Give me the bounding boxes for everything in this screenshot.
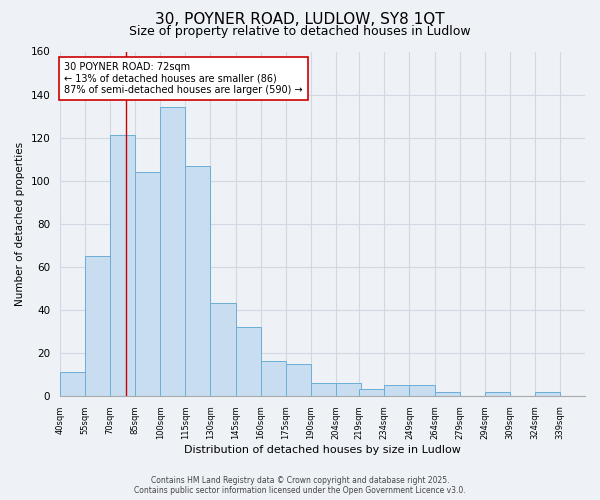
Bar [185,166,211,396]
Bar [286,364,311,396]
Bar [535,392,560,396]
Bar [236,327,260,396]
Text: 30 POYNER ROAD: 72sqm
← 13% of detached houses are smaller (86)
87% of semi-deta: 30 POYNER ROAD: 72sqm ← 13% of detached … [64,62,303,96]
Bar [434,392,460,396]
X-axis label: Distribution of detached houses by size in Ludlow: Distribution of detached houses by size … [184,445,461,455]
Bar [60,372,85,396]
Bar [336,383,361,396]
Text: 30, POYNER ROAD, LUDLOW, SY8 1QT: 30, POYNER ROAD, LUDLOW, SY8 1QT [155,12,445,28]
Bar [311,383,336,396]
Bar [110,136,135,396]
Text: Contains HM Land Registry data © Crown copyright and database right 2025.
Contai: Contains HM Land Registry data © Crown c… [134,476,466,495]
Bar [385,385,409,396]
Bar [160,108,185,396]
Y-axis label: Number of detached properties: Number of detached properties [15,142,25,306]
Bar [359,390,385,396]
Bar [260,362,286,396]
Bar [211,304,236,396]
Bar [485,392,510,396]
Bar [85,256,110,396]
Bar [409,385,434,396]
Text: Size of property relative to detached houses in Ludlow: Size of property relative to detached ho… [129,25,471,38]
Bar [135,172,160,396]
